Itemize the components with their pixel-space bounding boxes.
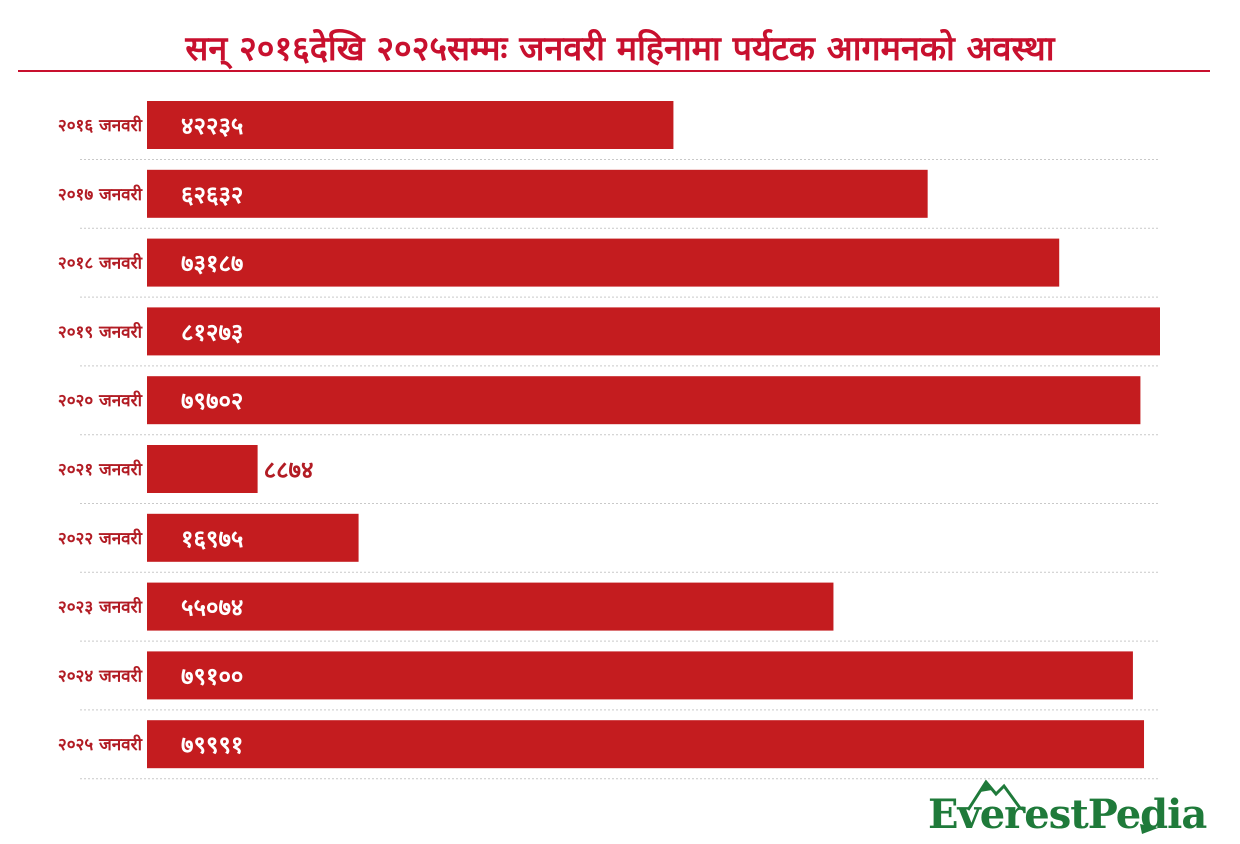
category-label: २०२४ जनवरी — [58, 665, 143, 686]
bar — [147, 720, 1145, 769]
bar — [147, 238, 1060, 287]
value-label: ६२६३२ — [181, 181, 243, 209]
chart-title: सन् २०१६देखि २०२५सम्मः जनवरी महिनामा पर्… — [185, 29, 1055, 69]
category-label: २०२० जनवरी — [58, 390, 143, 411]
value-label: ७९१०० — [181, 662, 243, 690]
value-label: १६९७५ — [181, 525, 243, 553]
mountain-icon — [966, 779, 1158, 834]
value-label: ५५०७४ — [181, 594, 243, 622]
value-label: ७३१८७ — [181, 250, 243, 278]
bar — [147, 169, 928, 218]
category-label: २०१६ जनवरी — [58, 115, 143, 136]
value-label: ७९९९१ — [181, 731, 243, 759]
title-underline — [18, 70, 1210, 72]
category-label: २०२१ जनवरी — [58, 459, 143, 480]
value-label: ८८७४ — [264, 456, 314, 484]
logo-text: EverestPedia — [928, 791, 1207, 838]
bar — [147, 513, 359, 562]
everestpedia-logo: EverestPedia — [928, 776, 1207, 838]
bar-chart: २०१६ जनवरी ४२२३५ २०१७ जनवरी ६२६३२ २०१८ जनवरी… — [58, 101, 1160, 780]
bar — [147, 101, 674, 149]
value-label: ८१२७३ — [181, 318, 243, 346]
category-label: २०१७ जनवरी — [58, 184, 143, 205]
bar — [147, 307, 1160, 356]
value-label: ७९७०२ — [181, 387, 243, 415]
category-label: २०१९ जनवरी — [58, 321, 143, 342]
category-label: २०१८ जनवरी — [58, 253, 143, 274]
bar — [147, 582, 834, 631]
value-label: ४२२३५ — [181, 112, 243, 140]
bar — [147, 651, 1133, 700]
category-label: २०२५ जनवरी — [58, 734, 143, 755]
bar — [147, 376, 1141, 425]
category-label: २०२३ जनवरी — [58, 597, 143, 618]
bar — [147, 445, 258, 493]
category-label: २०२२ जनवरी — [58, 528, 143, 549]
